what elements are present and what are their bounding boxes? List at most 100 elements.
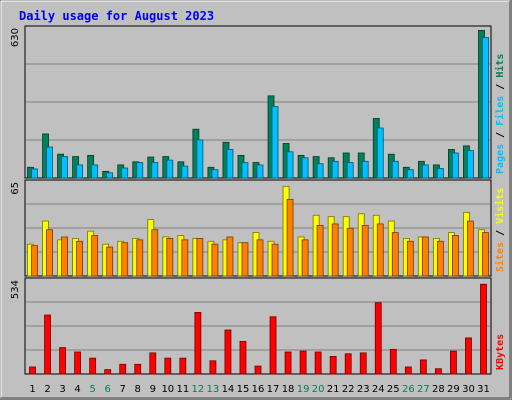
legend-item-kbytes: KBytes	[495, 334, 506, 370]
bar-files-day-18	[286, 151, 294, 179]
bar-kbytes-day-29	[450, 350, 457, 375]
x-tick-label-day-8: 8	[135, 384, 141, 395]
bar-files-day-4	[76, 164, 84, 179]
bar-sites-day-8	[136, 239, 144, 277]
bar-sites-day-3	[61, 236, 68, 277]
x-tick-label-day-14: 14	[222, 384, 235, 395]
bar-kbytes-day-21	[329, 355, 337, 375]
bar-kbytes-day-10	[164, 357, 172, 375]
bar-sites-day-14	[226, 236, 234, 277]
bar-kbytes-day-3	[59, 347, 66, 375]
x-tick-label-day-19: 19	[297, 384, 310, 395]
y-max-label: 65	[10, 182, 21, 195]
bar-kbytes-day-12	[194, 311, 202, 375]
panel-kbytes: 534 KBytes	[10, 277, 506, 375]
x-tick-label-day-30: 30	[462, 384, 475, 395]
x-tick-label-day-13: 13	[207, 384, 220, 395]
bar-kbytes-day-4	[74, 351, 82, 375]
bar-files-day-7	[121, 167, 129, 179]
bar-kbytes-day-7	[119, 363, 127, 375]
bar-files-day-10	[166, 159, 174, 179]
bar-files-day-2	[46, 146, 53, 179]
bar-sites-day-18	[286, 198, 294, 277]
bar-files-day-20	[316, 163, 324, 179]
bar-kbytes-day-24	[374, 302, 382, 375]
bar-files-day-13	[211, 169, 219, 179]
x-tick-label-day-15: 15	[237, 384, 250, 395]
bar-files-day-21	[331, 160, 339, 179]
x-tick-label-day-27: 27	[417, 384, 430, 395]
x-tick-label-day-12: 12	[192, 384, 205, 395]
x-tick-label-day-22: 22	[342, 384, 355, 395]
chart-panels: 630 Pages / Files / Hits 65 Sites / Visits 5…	[10, 25, 506, 375]
bar-sites-day-22	[346, 227, 354, 277]
legend-item-sites: Sites	[494, 242, 506, 272]
legend-hits-files-pages: Pages / Files / Hits	[494, 54, 506, 174]
bar-files-day-11	[181, 165, 189, 179]
bar-sites-day-11	[181, 239, 189, 277]
bar-files-day-29	[452, 152, 459, 179]
bar-kbytes-day-11	[179, 357, 187, 375]
bar-kbytes-day-25	[389, 348, 397, 375]
bar-kbytes-day-9	[149, 352, 157, 375]
bar-sites-day-15	[241, 242, 249, 277]
bar-kbytes-day-19	[299, 350, 307, 375]
bar-kbytes-day-30	[465, 337, 472, 375]
x-tick-label-day-29: 29	[447, 384, 460, 395]
x-tick-label-day-9: 9	[150, 384, 156, 395]
x-tick-label-day-10: 10	[161, 384, 174, 395]
bar-sites-day-25	[391, 232, 399, 277]
x-tick-label-day-7: 7	[120, 384, 126, 395]
bar-kbytes-day-8	[134, 363, 142, 375]
bar-sites-day-5	[91, 235, 99, 277]
bar-files-day-17	[271, 106, 279, 179]
bar-sites-day-4	[76, 240, 84, 277]
legend-visits-sites: Sites / Visits	[494, 188, 506, 272]
bar-files-day-25	[391, 160, 399, 179]
bar-files-day-27	[421, 164, 429, 179]
x-tick-label-day-21: 21	[327, 384, 340, 395]
bar-sites-day-24	[376, 223, 384, 277]
bar-sites-day-31	[482, 232, 489, 277]
bar-files-day-24	[376, 127, 384, 179]
bar-files-day-31	[482, 37, 489, 179]
x-tick-label-day-26: 26	[402, 384, 415, 395]
panel-hits-files-pages: 630 Pages / Files / Hits	[10, 25, 506, 179]
bar-sites-day-12	[196, 237, 204, 277]
legend-separator: /	[495, 78, 506, 96]
x-tick-label-day-5: 5	[89, 384, 95, 395]
bar-files-day-28	[436, 168, 444, 179]
x-tick-label-day-31: 31	[477, 384, 490, 395]
bar-sites-day-30	[467, 220, 474, 277]
bar-files-day-30	[467, 150, 474, 179]
bar-sites-day-20	[316, 224, 324, 277]
legend-separator: /	[495, 224, 506, 242]
bar-kbytes-day-23	[359, 352, 367, 375]
legend-item-visits: Visits	[494, 188, 506, 224]
bar-kbytes-day-18	[284, 351, 292, 375]
legend-item-files: Files	[494, 96, 506, 126]
x-tick-label-day-17: 17	[267, 384, 280, 395]
bar-files-day-3	[61, 156, 68, 179]
bar-sites-day-2	[46, 229, 53, 277]
bar-sites-day-6	[106, 246, 114, 277]
bar-kbytes-day-22	[344, 353, 352, 375]
bar-sites-day-7	[121, 242, 129, 277]
x-tick-label-day-2: 2	[44, 384, 50, 395]
bar-kbytes-day-27	[419, 359, 427, 375]
bar-kbytes-day-26	[404, 366, 412, 375]
bar-sites-day-1	[31, 245, 38, 277]
panel-visits-sites: 65 Sites / Visits	[10, 179, 506, 277]
x-tick-label-day-25: 25	[387, 384, 400, 395]
bar-files-day-26	[406, 169, 414, 179]
bar-sites-day-13	[211, 243, 219, 277]
bar-files-day-9	[151, 162, 159, 179]
bar-files-day-12	[196, 139, 204, 179]
bar-files-day-1	[31, 168, 38, 179]
bar-files-day-14	[226, 149, 234, 179]
x-tick-label-day-16: 16	[252, 384, 265, 395]
legend-separator: /	[495, 126, 506, 144]
x-tick-label-day-1: 1	[29, 384, 35, 395]
bar-sites-day-10	[166, 237, 174, 277]
